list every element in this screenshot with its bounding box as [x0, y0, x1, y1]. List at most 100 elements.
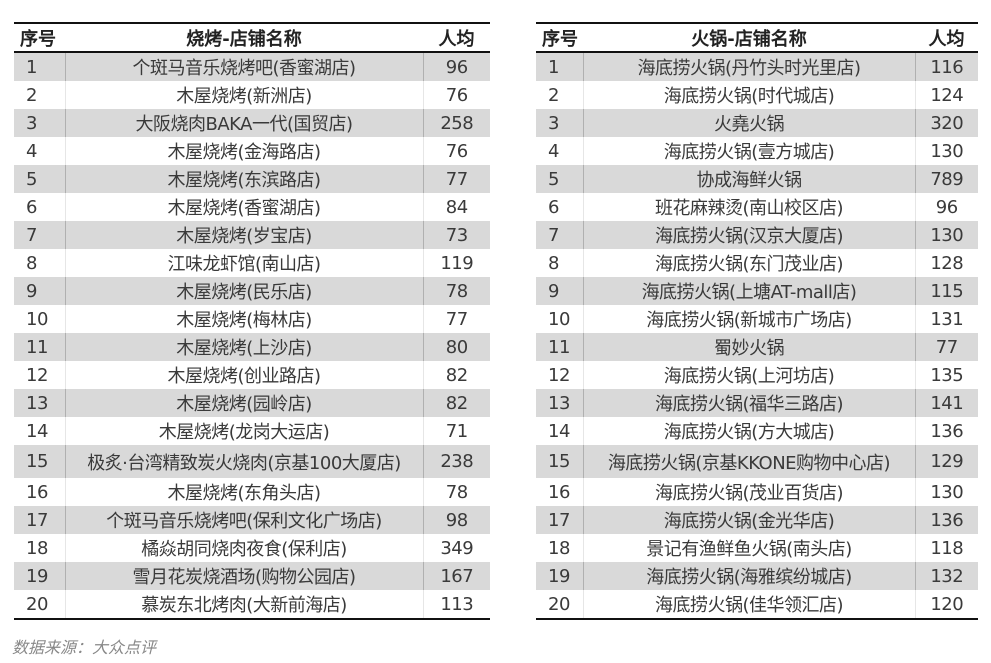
cell-name: 极炙·台湾精致炭火烧肉(京基100大厦店): [64, 445, 424, 478]
cell-index: 17: [14, 506, 65, 534]
table-row: 11 木屋烧烤(上沙店) 80: [14, 333, 490, 361]
table-row: 5 木屋烧烤(东滨路店) 77: [14, 165, 490, 193]
cell-avg: 130: [930, 140, 964, 162]
cell-avg: 167: [423, 562, 490, 590]
cell-avg: 131: [930, 308, 964, 330]
table-row: 6 班花麻辣烫(南山校区店) 96: [536, 193, 978, 221]
table-row: 18 橘焱胡同烧肉夜食(保利店) 349: [14, 534, 490, 562]
cell-avg: 136: [930, 420, 964, 442]
table-row: 10 木屋烧烤(梅林店) 77: [14, 305, 490, 333]
cell-index: 20: [26, 593, 48, 615]
cell-name: 木屋烧烤(民乐店): [64, 277, 424, 305]
table-row: 5 协成海鲜火锅 789: [536, 165, 978, 193]
header-row: 序号 火锅-店铺名称 人均: [536, 23, 978, 53]
cell-index: 12: [548, 364, 570, 386]
cell-name: 木屋烧烤(梅林店): [64, 305, 424, 333]
cell-index: 3: [536, 109, 583, 137]
cell-index: 7: [14, 221, 65, 249]
table-row: 8 江味龙虾馆(南山店) 119: [14, 249, 490, 277]
cell-name: 班花麻辣烫(南山校区店): [582, 193, 916, 221]
data-source-note: 数据来源：大众点评: [12, 638, 157, 657]
cell-avg: 77: [423, 165, 490, 193]
cell-index: 15: [14, 445, 65, 478]
cell-name: 木屋烧烤(东角头店): [64, 478, 424, 506]
table-row: 12 海底捞火锅(上河坊店) 135: [536, 361, 978, 389]
table-row: 4 木屋烧烤(金海路店) 76: [14, 137, 490, 165]
cell-name: 海底捞火锅(方大城店): [582, 417, 916, 445]
cell-avg: 76: [445, 140, 468, 162]
cell-index: 6: [26, 196, 37, 218]
cell-index: 16: [548, 481, 570, 503]
header-index: 序号: [536, 23, 583, 53]
cell-name: 海底捞火锅(丹竹头时光里店): [582, 52, 916, 81]
table-row: 16 海底捞火锅(茂业百货店) 130: [536, 478, 978, 506]
table-row: 4 海底捞火锅(壹方城店) 130: [536, 137, 978, 165]
cell-name: 协成海鲜火锅: [582, 165, 916, 193]
table-row: 15 海底捞火锅(京基KKONE购物中心店) 129: [536, 445, 978, 478]
header-index: 序号: [14, 23, 65, 53]
table-row: 16 木屋烧烤(东角头店) 78: [14, 478, 490, 506]
cell-avg: 130: [915, 221, 978, 249]
header-name: 烧烤-店铺名称: [65, 23, 423, 53]
cell-name: 海底捞火锅(东门茂业店): [582, 249, 916, 277]
cell-avg: 78: [423, 277, 490, 305]
table-row: 14 海底捞火锅(方大城店) 136: [536, 417, 978, 445]
cell-index: 13: [14, 389, 65, 417]
cell-index: 8: [26, 252, 37, 274]
cell-index: 10: [548, 308, 570, 330]
cell-index: 20: [548, 593, 570, 615]
header-row: 序号 烧烤-店铺名称 人均: [14, 23, 490, 53]
cell-avg: 238: [423, 445, 490, 478]
cell-name: 海底捞火锅(新城市广场店): [582, 305, 916, 333]
cell-avg: 96: [423, 52, 490, 81]
cell-index: 11: [536, 333, 583, 361]
cell-name: 海底捞火锅(金光华店): [582, 506, 916, 534]
cell-name: 海底捞火锅(京基KKONE购物中心店): [582, 445, 916, 478]
table-row: 20 海底捞火锅(佳华领汇店) 120: [536, 590, 978, 619]
cell-index: 5: [536, 165, 583, 193]
cell-avg: 118: [930, 537, 964, 559]
cell-index: 4: [26, 140, 37, 162]
cell-avg: 76: [445, 84, 468, 106]
cell-index: 5: [14, 165, 65, 193]
cell-name: 海底捞火锅(福华三路店): [582, 389, 916, 417]
cell-index: 11: [14, 333, 65, 361]
cell-name: 海底捞火锅(上塘AT-mall店): [582, 277, 916, 305]
table-row: 20 慕炭东北烤肉(大新前海店) 113: [14, 590, 490, 619]
cell-avg: 96: [935, 196, 958, 218]
table-row: 13 海底捞火锅(福华三路店) 141: [536, 389, 978, 417]
cell-avg: 115: [915, 277, 978, 305]
header-avg: 人均: [915, 23, 978, 53]
cell-index: 19: [14, 562, 65, 590]
cell-name: 雪月花炭烧酒场(购物公园店): [64, 562, 424, 590]
cell-avg: 82: [445, 364, 468, 386]
cell-avg: 130: [930, 481, 964, 503]
cell-name: 个斑马音乐烧烤吧(香蜜湖店): [64, 52, 424, 81]
cell-index: 14: [26, 420, 48, 442]
cell-index: 18: [548, 537, 570, 559]
cell-avg: 349: [440, 537, 474, 559]
table-row: 17 海底捞火锅(金光华店) 136: [536, 506, 978, 534]
table-row: 17 个斑马音乐烧烤吧(保利文化广场店) 98: [14, 506, 490, 534]
cell-avg: 78: [445, 481, 468, 503]
cell-index: 6: [548, 196, 559, 218]
cell-name: 橘焱胡同烧肉夜食(保利店): [64, 534, 424, 562]
cell-index: 14: [548, 420, 570, 442]
table-row: 2 海底捞火锅(时代城店) 124: [536, 81, 978, 109]
cell-index: 13: [536, 389, 583, 417]
cell-avg: 258: [423, 109, 490, 137]
table-row: 15 极炙·台湾精致炭火烧肉(京基100大厦店) 238: [14, 445, 490, 478]
cell-name: 大阪烧肉BAKA一代(国贸店): [64, 109, 424, 137]
cell-name: 木屋烧烤(新洲店): [64, 81, 424, 109]
table-row: 1 海底捞火锅(丹竹头时光里店) 116: [536, 52, 978, 81]
cell-index: 16: [26, 481, 48, 503]
cell-avg: 73: [423, 221, 490, 249]
cell-name: 慕炭东北烤肉(大新前海店): [64, 590, 424, 619]
cell-index: 15: [536, 445, 583, 478]
table-row: 1 个斑马音乐烧烤吧(香蜜湖店) 96: [14, 52, 490, 81]
cell-name: 木屋烧烤(龙岗大运店): [64, 417, 424, 445]
cell-name: 木屋烧烤(东滨路店): [64, 165, 424, 193]
header-avg: 人均: [423, 23, 490, 53]
cell-avg: 77: [915, 333, 978, 361]
cell-name: 木屋烧烤(香蜜湖店): [64, 193, 424, 221]
